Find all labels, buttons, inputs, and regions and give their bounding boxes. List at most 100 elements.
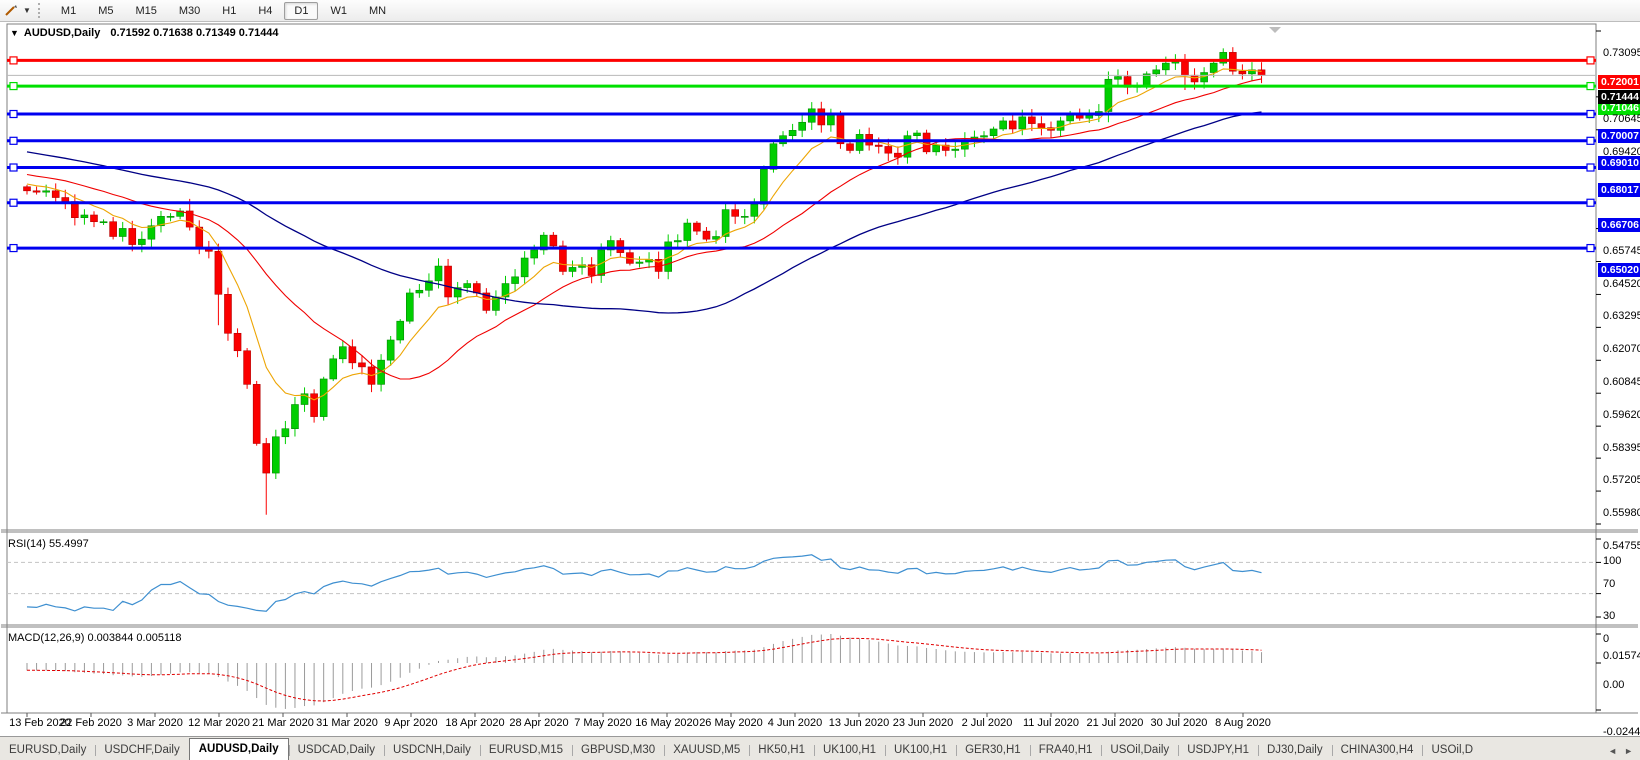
chart-tab-bar: EURUSD,Daily USDCHF,Daily AUDUSD,Daily USDC…: [0, 736, 1640, 760]
macd-axis-label: 0.00: [1603, 679, 1625, 691]
price-line-label: 0.66706: [1598, 217, 1640, 232]
date-tick-label: 12 Mar 2020: [188, 717, 250, 729]
chart-tab-usoil-d[interactable]: USOil,D: [1422, 741, 1482, 760]
timeframe-button-h4[interactable]: H4: [258, 4, 273, 17]
timeframe-button-d1[interactable]: D1: [284, 1, 319, 20]
chart-tab-gbpusd-m30[interactable]: GBPUSD,M30: [572, 741, 664, 760]
date-tick-label: 9 Apr 2020: [384, 717, 438, 729]
chart-tab-fra40-h1[interactable]: FRA40,H1: [1029, 741, 1102, 760]
chart-tab-audusd-daily[interactable]: AUDUSD,Daily: [188, 738, 289, 760]
ma-mid-line: [26, 78, 1262, 380]
chart-tab-dj30-daily[interactable]: DJ30,Daily: [1257, 741, 1332, 760]
date-tick-label: 31 Mar 2020: [316, 717, 378, 729]
chart-title: ▼ AUDUSD,Daily 0.71592 0.71638 0.71349 0.7…: [10, 27, 279, 39]
date-tick-label: 16 May 2020: [635, 717, 699, 729]
price-tick-label: 0.65745: [1603, 244, 1640, 257]
date-tick-label: 4 Jun 2020: [767, 717, 823, 729]
price-line-label: 0.65020: [1598, 263, 1640, 278]
price-tick-label: 0.59620: [1603, 409, 1640, 422]
chart-tab-hk50-h1[interactable]: HK50,H1: [749, 741, 814, 760]
chart-tab-uk100-h1[interactable]: UK100,H1: [885, 741, 956, 760]
rsi-axis-label: 70: [1603, 578, 1616, 591]
current-price-label: 0.71444: [1598, 90, 1640, 105]
date-tick-label: 8 Aug 2020: [1215, 717, 1271, 729]
timeframe-button-w1[interactable]: W1: [330, 4, 347, 17]
chart-tab-china300-h4[interactable]: CHINA300,H4: [1331, 741, 1423, 760]
timeframe-button-m15[interactable]: M15: [135, 4, 157, 17]
macd-axis-label: -0.024412: [1603, 726, 1640, 738]
price-tick-label: 0.54755: [1603, 540, 1640, 552]
chart-window[interactable]: ▼ AUDUSD,Daily 0.71592 0.71638 0.71349 0.7…: [0, 22, 1640, 738]
hline-anchor: [1586, 109, 1595, 119]
chart-tab-ger30-h1[interactable]: GER30,H1: [956, 741, 1030, 760]
toolbar-grip[interactable]: [37, 3, 44, 18]
hline-anchor: [9, 109, 18, 119]
rsi-axis-label: 0: [1603, 633, 1610, 645]
date-tick-label: 13 Jun 2020: [828, 717, 890, 729]
tool-dropdown-icon[interactable]: ▼: [23, 6, 31, 15]
price-tick-label: 0.62070: [1603, 343, 1640, 356]
timeframe-button-m5[interactable]: M5: [98, 4, 114, 17]
rsi-line: [26, 554, 1262, 612]
date-tick-label: 13 Feb 2020: [9, 717, 71, 729]
tab-scroll-right-icon[interactable]: ►: [1624, 746, 1633, 756]
timeframe-button-m30[interactable]: M30: [178, 4, 201, 17]
date-tick-label: 21 Jul 2020: [1086, 717, 1144, 729]
price-tick-label: 0.69420: [1603, 145, 1640, 158]
main-pane-border: [6, 23, 1597, 714]
chart-ohlc-values: 0.71592 0.71638 0.71349 0.71444: [110, 27, 279, 39]
chart-shift-marker-icon: [1269, 27, 1281, 33]
chart-tab-usdcnh-daily[interactable]: USDCNH,Daily: [383, 741, 480, 760]
date-tick-label: 23 Jun 2020: [892, 717, 954, 729]
date-tick-label: 2 Jul 2020: [961, 717, 1013, 729]
price-tick-label: 0.57205: [1603, 474, 1640, 487]
timeframe-button-h1[interactable]: H1: [222, 4, 237, 17]
tab-scroll-arrows: ◄ ►: [1601, 746, 1640, 760]
chart-symbol-period: AUDUSD,Daily: [23, 27, 101, 39]
chart-tab-usoil-daily[interactable]: USOil,Daily: [1101, 741, 1178, 760]
hline-anchor: [9, 243, 18, 253]
date-tick-label: 28 Apr 2020: [509, 717, 569, 729]
date-tick-label: 26 May 2020: [699, 717, 763, 729]
hline-anchor: [9, 163, 18, 172]
timeframe-button-mn[interactable]: MN: [368, 4, 387, 17]
price-line-label: 0.70007: [1598, 129, 1640, 143]
hline-anchor: [1586, 56, 1595, 65]
tab-scroll-left-icon[interactable]: ◄: [1608, 746, 1618, 756]
chart-tab-xauusd-m5[interactable]: XAUUSD,M5: [664, 741, 749, 760]
rsi-indicator-label: RSI(14) 55.4997: [8, 538, 89, 550]
chart-tab-uk100-h1[interactable]: UK100,H1: [813, 741, 885, 760]
hline-anchor: [1586, 163, 1595, 172]
price-tick-label: 0.58395: [1603, 442, 1640, 455]
price-tick-label: 0.70645: [1603, 112, 1640, 125]
chart-tab-eurusd-m15[interactable]: EURUSD,M15: [479, 741, 572, 760]
rsi-axis-label: 100: [1603, 555, 1622, 567]
price-tick-label: 0.64520: [1603, 277, 1640, 290]
chart-tab-usdjpy-h1[interactable]: USDJPY,H1: [1178, 741, 1258, 760]
chart-plot-svg[interactable]: [0, 22, 1640, 736]
date-tick-label: 3 Mar 2020: [127, 717, 183, 729]
date-tick-label: 30 Jul 2020: [1150, 717, 1208, 729]
chart-menu-arrow-icon[interactable]: ▼: [10, 28, 19, 38]
macd-indicator-label: MACD(12,26,9) 0.003844 0.005118: [8, 632, 182, 644]
price-tick-label: 0.55980: [1603, 507, 1640, 520]
draw-tool-icon[interactable]: [2, 3, 20, 19]
ma-fast-line: [26, 68, 1262, 401]
macd-signal-line: [26, 637, 1262, 702]
hline-anchor: [1586, 81, 1595, 91]
timeframe-button-m1[interactable]: M1: [60, 4, 77, 17]
hline-anchor: [9, 136, 18, 145]
price-line-label: 0.71046: [1598, 101, 1640, 116]
price-line-label: 0.68017: [1598, 182, 1640, 197]
chart-tab-eurusd-daily[interactable]: EURUSD,Daily: [9, 744, 87, 756]
chart-tab-usdchf-daily[interactable]: USDCHF,Daily: [95, 741, 188, 760]
price-line-label: 0.69010: [1598, 155, 1640, 170]
date-tick-label: 22 Feb 2020: [60, 717, 122, 729]
hline-anchor: [1586, 198, 1595, 207]
date-tick-label: 7 May 2020: [574, 717, 632, 729]
price-tick-label: 0.63295: [1603, 310, 1640, 323]
chart-tab-usdcad-daily[interactable]: USDCAD,Daily: [288, 741, 384, 760]
price-tick-label: 0.73095: [1603, 47, 1640, 59]
price-line-label: 0.72001: [1598, 75, 1640, 90]
